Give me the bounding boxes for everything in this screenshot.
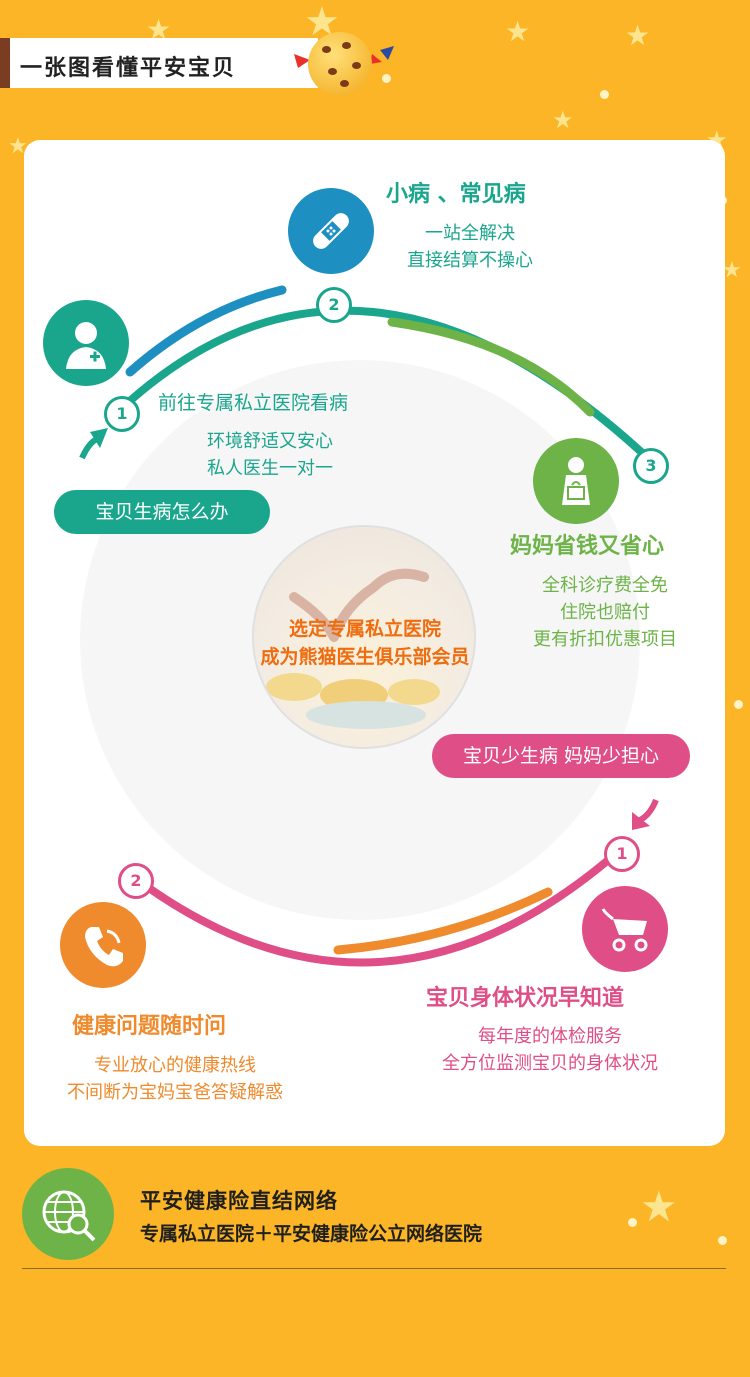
page-title: 一张图看懂平安宝贝 (20, 56, 237, 81)
center-text-line1: 选定专属私立医院 (288, 618, 441, 640)
bottom-step-number-2: 2 (118, 863, 154, 899)
top-flow-pill: 宝贝生病怎么办 (54, 490, 270, 534)
dot-decoration (600, 90, 609, 99)
bottom-step2-desc1: 专业放心的健康热线 (94, 1055, 256, 1076)
step1-desc2: 私人医生一对一 (207, 458, 333, 479)
pregnant-mother-icon (533, 438, 619, 524)
star-decoration: ★ (722, 258, 742, 283)
step1-desc1: 环境舒适又安心 (207, 431, 333, 452)
star-decoration: ★ (625, 19, 651, 52)
step1-heading: 前往专属私立医院看病 (158, 392, 349, 414)
dot-decoration (718, 1236, 727, 1245)
hospital-photo (252, 525, 476, 749)
stroller-icon (582, 886, 668, 972)
star-decoration: ★ (8, 134, 28, 159)
footer-subtitle: 专属私立医院＋平安健康险公立网络医院 (140, 1223, 483, 1245)
title-banner (0, 38, 318, 88)
doctor-icon (43, 300, 129, 386)
bottom-step1-desc2: 全方位监测宝贝的身体状况 (442, 1053, 658, 1074)
dot-decoration (382, 74, 391, 83)
star-decoration: ★ (552, 106, 574, 134)
step-number-1: 1 (104, 396, 140, 432)
star-decoration: ★ (505, 15, 531, 48)
phone-icon (60, 902, 146, 988)
tree-decoration (266, 568, 440, 729)
step-number-3: 3 (633, 448, 669, 484)
step-number-2: 2 (316, 287, 352, 323)
bunting-decoration (294, 46, 394, 68)
center-text-line2: 成为熊猫医生俱乐部会员 (260, 646, 470, 668)
bottom-step2-desc2: 不间断为宝妈宝爸答疑解惑 (67, 1082, 283, 1103)
bottom-step1-heading: 宝贝身体状况早知道 (426, 986, 625, 1011)
step2-heading: 小病 、常见病 (386, 182, 526, 207)
dot-decoration (628, 1218, 637, 1227)
footer-title: 平安健康险直结网络 (140, 1189, 338, 1213)
step3-desc2: 住院也赔付 (560, 602, 650, 623)
bottom-flow-pill: 宝贝少生病 妈妈少担心 (432, 734, 690, 778)
step3-desc3: 更有折扣优惠项目 (533, 629, 677, 650)
bottom-step2-heading: 健康问题随时问 (72, 1014, 227, 1039)
star-decoration: ★ (640, 1182, 678, 1231)
cookie-icon (308, 32, 372, 96)
bottom-step-number-1: 1 (604, 836, 640, 872)
dot-decoration (734, 700, 743, 709)
bottom-step1-desc1: 每年度的体检服务 (478, 1026, 622, 1047)
footer-divider (22, 1268, 726, 1269)
globe-magnifier-icon (22, 1168, 114, 1260)
step3-desc1: 全科诊疗费全免 (542, 575, 668, 596)
bandage-icon (288, 188, 374, 274)
step3-heading: 妈妈省钱又省心 (510, 534, 665, 559)
step2-desc1: 一站全解决 (425, 223, 515, 244)
step2-desc2: 直接结算不操心 (407, 250, 533, 271)
